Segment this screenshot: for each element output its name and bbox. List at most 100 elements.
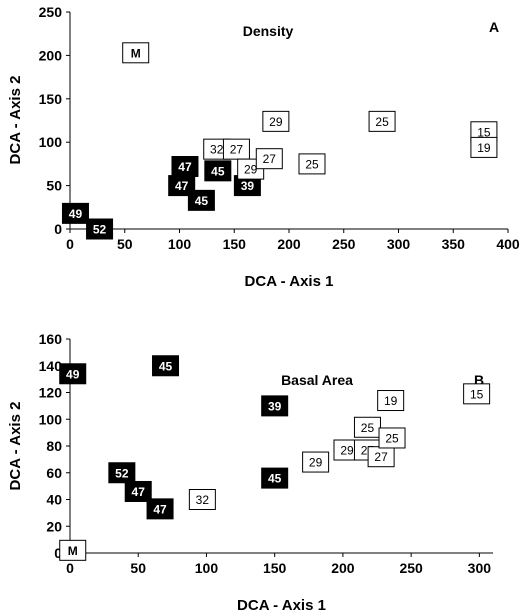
data-point-box — [470, 136, 498, 158]
x-tick-label: 300 — [387, 236, 411, 252]
data-point-open: 19 — [470, 136, 498, 158]
data-point-label: 47 — [153, 502, 167, 516]
data-point-filled: 39 — [261, 395, 289, 417]
x-axis-label: DCA - Axis 1 — [237, 597, 326, 614]
data-point-box — [222, 138, 250, 160]
data-point-filled: 47 — [171, 156, 199, 178]
data-point-label: 39 — [268, 399, 282, 413]
data-point-label: 39 — [241, 179, 255, 193]
data-point-box — [255, 148, 283, 170]
data-point-box — [302, 451, 330, 473]
y-tick-label: 100 — [39, 134, 63, 150]
data-point-label: 29 — [340, 444, 354, 458]
data-point-open: 15 — [463, 383, 491, 405]
data-point-open: 29 — [302, 451, 330, 473]
data-point-box — [377, 390, 405, 412]
x-tick-label: 100 — [195, 560, 219, 576]
y-tick-label: 100 — [39, 411, 63, 427]
data-point-filled: 52 — [86, 218, 114, 240]
data-point-filled: 47 — [124, 480, 152, 502]
data-point-filled: 45 — [261, 467, 289, 489]
data-point-label: 25 — [385, 431, 399, 445]
data-point-box — [368, 110, 396, 132]
chart-panel-basal-area: 0 50 100 150 200 250 300 0 20 40 60 80 100 120 140 160 B… — [7, 331, 493, 614]
data-point-label: 25 — [361, 421, 375, 435]
panel-letter: A — [489, 19, 499, 35]
x-tick-label: 150 — [263, 560, 287, 576]
chart-title: Density — [243, 23, 294, 39]
x-tick-label: 100 — [168, 236, 192, 252]
data-point-label: 29 — [309, 456, 323, 470]
data-point-filled: 39 — [233, 175, 261, 197]
data-point-open: 25 — [378, 427, 406, 449]
data-point-label: 47 — [175, 179, 189, 193]
data-point-box — [188, 489, 216, 510]
data-point-label: 52 — [115, 466, 129, 480]
data-point-open: 25 — [353, 416, 381, 438]
data-point-open: 32 — [188, 489, 216, 510]
data-point-open: 25 — [368, 110, 396, 132]
data-point-label: M — [68, 544, 78, 558]
data-point-open: M — [59, 539, 87, 561]
x-tick-label: 50 — [117, 236, 133, 252]
data-point-filled: 52 — [108, 462, 136, 484]
data-point-label: 49 — [66, 367, 80, 381]
data-point-box — [59, 363, 87, 385]
data-point-label: 27 — [230, 143, 244, 157]
x-tick-label: 200 — [331, 560, 355, 576]
data-point-box — [378, 427, 406, 449]
y-tick-label: 40 — [46, 492, 62, 508]
data-point-label: 45 — [211, 164, 225, 178]
data-point-label: 47 — [178, 160, 192, 174]
data-point-box — [187, 189, 215, 211]
data-point-box — [261, 395, 289, 417]
y-tick-label: 20 — [46, 518, 62, 534]
data-point-box — [124, 480, 152, 502]
chart-panel-density: 0 50 100 150 200 250 300 350 400 0 50 100 150 200 250 D… — [7, 4, 520, 290]
data-point-open: 27 — [255, 148, 283, 170]
data-point-label: 32 — [210, 143, 224, 157]
y-tick-label: 0 — [54, 221, 62, 237]
data-point-box — [204, 160, 232, 182]
y-tick-label: 160 — [39, 331, 63, 347]
y-tick-label: 120 — [39, 385, 63, 401]
data-point-label: 27 — [374, 450, 388, 464]
x-tick-label: 300 — [468, 560, 492, 576]
x-tick-label: 250 — [332, 236, 356, 252]
x-tick-label: 200 — [277, 236, 301, 252]
x-tick-label: 350 — [442, 236, 466, 252]
data-point-open: 15 — [470, 121, 498, 143]
data-point-box — [61, 202, 89, 224]
data-point-filled: 47 — [146, 498, 174, 520]
data-point-label: 47 — [132, 485, 146, 499]
x-tick-label: 150 — [223, 236, 247, 252]
data-point-label: 15 — [477, 125, 491, 139]
data-point-label: 45 — [195, 194, 209, 208]
data-point-open: 27 — [367, 446, 395, 468]
data-point-label: M — [131, 46, 141, 60]
data-point-label: 27 — [263, 152, 277, 166]
x-tick-label: 400 — [496, 236, 520, 252]
data-point-box — [262, 110, 290, 132]
y-axis-label: DCA - Axis 2 — [7, 402, 24, 491]
y-axis-label: DCA - Axis 2 — [7, 76, 24, 165]
data-point-box — [463, 383, 491, 405]
y-tick-label: 80 — [46, 438, 62, 454]
x-axis-label: DCA - Axis 1 — [245, 273, 334, 290]
data-point-box — [353, 416, 381, 438]
y-tick-label: 150 — [39, 91, 63, 107]
data-point-label: 15 — [470, 387, 484, 401]
data-point-box — [59, 539, 87, 561]
y-tick-label: 140 — [39, 358, 63, 374]
y-tick-label: 50 — [46, 178, 62, 194]
data-point-label: 32 — [196, 493, 210, 507]
x-tick-label: 0 — [66, 560, 74, 576]
x-tick-label: 50 — [130, 560, 146, 576]
data-point-label: 19 — [477, 141, 491, 155]
data-point-filled: 45 — [187, 189, 215, 211]
data-point-open: 25 — [298, 153, 326, 175]
data-point-box — [108, 462, 136, 484]
data-point-label: 25 — [305, 157, 319, 171]
data-point-label: 25 — [375, 115, 389, 129]
